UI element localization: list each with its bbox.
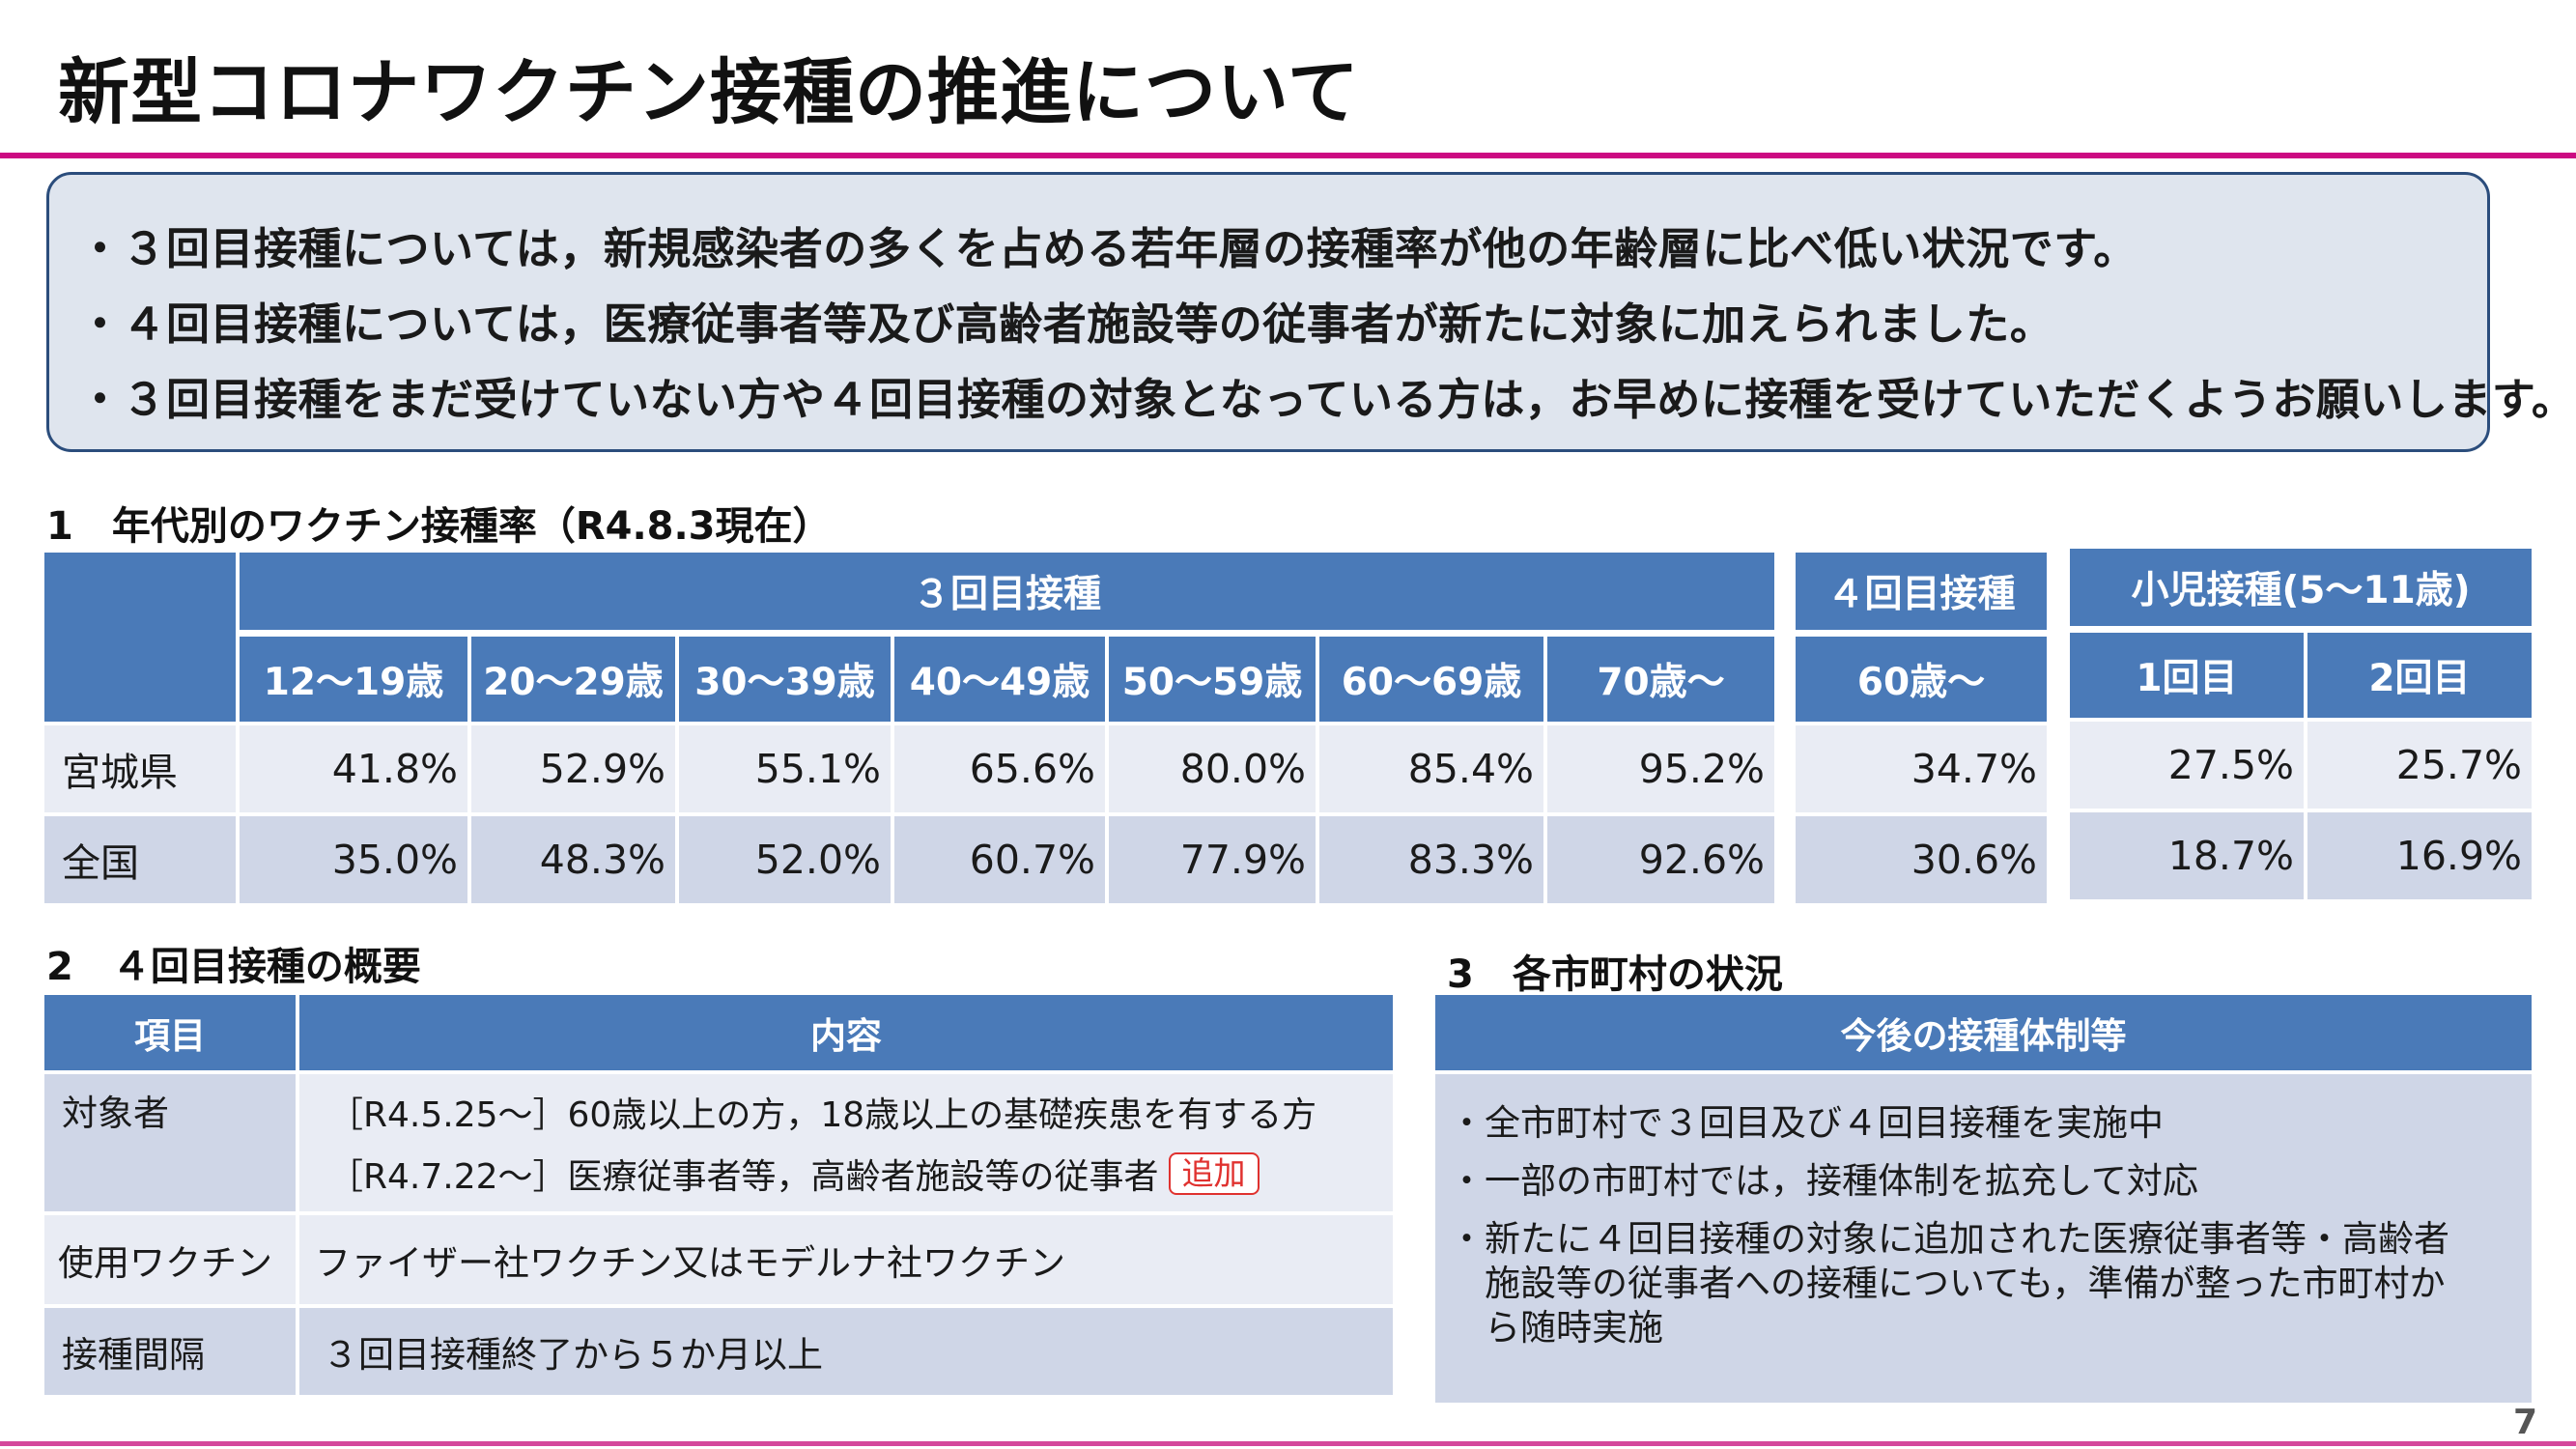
col-header-30-39: 30～39歳 (679, 637, 891, 722)
table-cell: 30.6% (1796, 816, 2047, 903)
table-cell: 55.1% (679, 725, 891, 812)
status-line: ・一部の市町村では，接種体制を拡充して対応 (1449, 1160, 2198, 1202)
dose4-header: ４回目接種 (1796, 553, 2047, 630)
title-divider (0, 153, 2576, 158)
col-header-20-29: 20～29歳 (471, 637, 675, 722)
municipality-status-body: ・全市町村で３回目及び４回目接種を実施中 ・一部の市町村では，接種体制を拡充して… (1435, 1074, 2532, 1403)
table-cell: 60.7% (894, 816, 1105, 903)
col-header-40-49: 40～49歳 (894, 637, 1105, 722)
table-cell: 41.8% (240, 725, 467, 812)
col-header-dose4-60-plus: 60歳～ (1796, 637, 2047, 722)
municipality-status-header: 今後の接種体制等 (1435, 995, 2532, 1070)
table-cell: 52.9% (471, 725, 675, 812)
table-cell: 65.6% (894, 725, 1105, 812)
col-header-60-69: 60～69歳 (1319, 637, 1543, 722)
section1-heading: 1 年代別のワクチン接種率（R4.8.3現在） (46, 504, 832, 549)
table-corner-cell (44, 553, 236, 722)
section2-heading: 2 ４回目接種の概要 (46, 945, 421, 989)
table-cell: 77.9% (1109, 816, 1316, 903)
table-cell: 92.6% (1547, 816, 1774, 903)
interval-content-cell: ３回目接種終了から５か月以上 (299, 1308, 1393, 1395)
dose3-header: ３回目接種 (240, 553, 1774, 630)
table-cell: 27.5% (2070, 722, 2304, 809)
status-line: ・新たに４回目接種の対象に追加された医療従事者等・高齢者 (1449, 1218, 2449, 1260)
status-line: 施設等の従事者への接種についても，準備が整った市町村か (1449, 1263, 2446, 1304)
status-line: ら随時実施 (1449, 1307, 1663, 1349)
col-header-item: 項目 (44, 995, 296, 1070)
section3-heading: 3 各市町村の状況 (1447, 952, 1783, 997)
table-cell: 34.7% (1796, 725, 2047, 812)
col-header-70-plus: 70歳～ (1547, 637, 1774, 722)
row-label-target: 対象者 (44, 1074, 296, 1211)
target-line: ［R4.7.22～］医療従事者等，高齢者施設等の従事者 (328, 1157, 1159, 1197)
summary-bullet: ・３回目接種については，新規感染者の多くを占める若年層の接種率が他の年齢層に比べ… (78, 223, 2137, 274)
page-title: 新型コロナワクチン接種の推進について (58, 51, 1360, 134)
page-number: 7 (2512, 1403, 2537, 1442)
pediatric-header: 小児接種(5～11歳) (2070, 549, 2532, 626)
row-label-vaccine: 使用ワクチン (44, 1215, 296, 1304)
target-content-cell: ［R4.5.25～］60歳以上の方，18歳以上の基礎疾患を有する方 ［R4.7.… (299, 1074, 1393, 1211)
target-line: ［R4.5.25～］60歳以上の方，18歳以上の基礎疾患を有する方 (328, 1095, 1317, 1135)
table-cell: 48.3% (471, 816, 675, 903)
added-badge: 追加 (1168, 1152, 1260, 1195)
col-header-content: 内容 (299, 995, 1393, 1070)
col-header-pediatric-1st: 1回目 (2070, 633, 2304, 718)
table-cell: 85.4% (1319, 725, 1543, 812)
table-cell: 52.0% (679, 816, 891, 903)
summary-bullet: ・４回目接種については，医療従事者等及び高齢者施設等の従事者が新たに対象に加えら… (78, 298, 2054, 350)
table-cell: 18.7% (2070, 812, 2304, 899)
summary-box: ・３回目接種については，新規感染者の多くを占める若年層の接種率が他の年齢層に比べ… (46, 172, 2575, 452)
row-label-national: 全国 (44, 816, 236, 903)
footer-divider (0, 1441, 2576, 1446)
col-header-12-19: 12～19歳 (240, 637, 467, 722)
summary-bullet: ・３回目接種をまだ受けていない方や４回目接種の対象となっている方は，お早めに接種… (78, 374, 2576, 425)
row-label-miyagi: 宮城県 (44, 725, 236, 812)
table-cell: 83.3% (1319, 816, 1543, 903)
table-cell: 35.0% (240, 816, 467, 903)
row-label-interval: 接種間隔 (44, 1308, 296, 1395)
table-cell: 95.2% (1547, 725, 1774, 812)
table-cell: 16.9% (2307, 812, 2532, 899)
table-cell: 25.7% (2307, 722, 2532, 809)
col-header-50-59: 50～59歳 (1109, 637, 1316, 722)
vaccine-content-cell: ファイザー社ワクチン又はモデルナ社ワクチン (299, 1215, 1393, 1304)
col-header-pediatric-2nd: 2回目 (2307, 633, 2532, 718)
status-line: ・全市町村で３回目及び４回目接種を実施中 (1449, 1102, 2164, 1144)
table-cell: 80.0% (1109, 725, 1316, 812)
